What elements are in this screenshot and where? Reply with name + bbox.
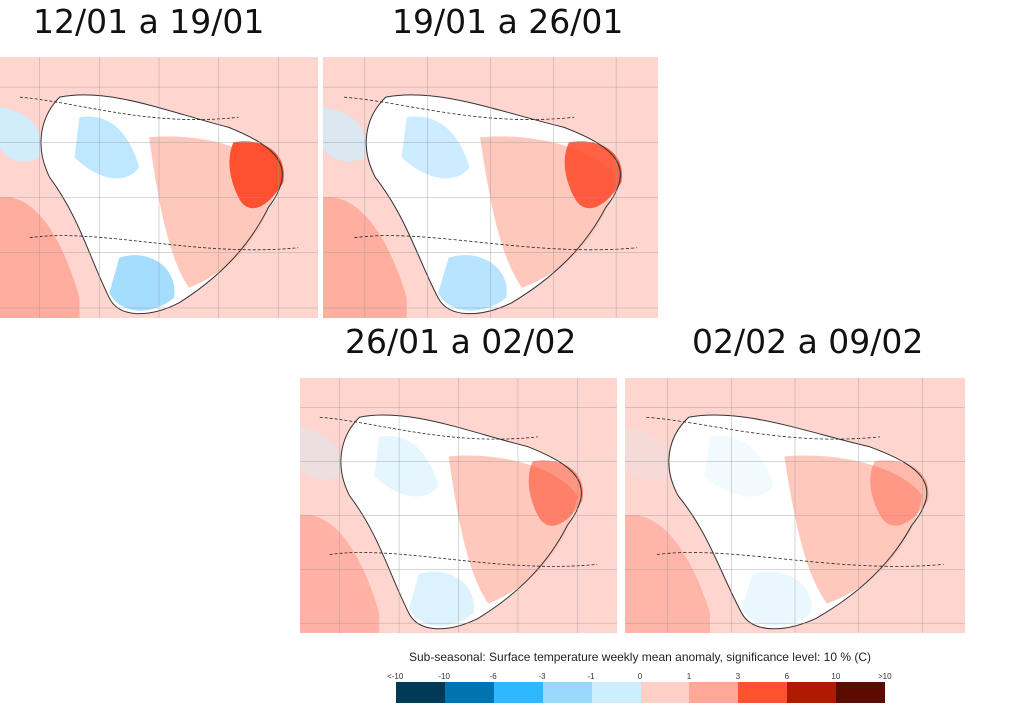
legend-swatch: [493, 682, 543, 703]
legend-swatch: [787, 682, 837, 703]
legend-swatch: [640, 682, 690, 703]
anomaly-map-1: [0, 57, 318, 318]
panel-title-1: 12/01 a 19/01: [33, 2, 265, 41]
legend-tick: >10: [878, 672, 892, 681]
map-graphic: [300, 378, 617, 633]
legend-colorbar: [396, 682, 886, 703]
legend-tick: 6: [784, 672, 790, 681]
legend-title: Sub-seasonal: Surface temperature weekly…: [409, 650, 871, 664]
anomaly-map-2: [323, 57, 658, 318]
legend-tick: -3: [538, 672, 546, 681]
anomaly-map-4: [625, 378, 965, 633]
legend-tick: 0: [637, 672, 643, 681]
anomaly-map-3: [300, 378, 617, 633]
legend-tick: 3: [735, 672, 741, 681]
map-graphic: [323, 57, 658, 318]
panel-title-2: 19/01 a 26/01: [392, 2, 624, 41]
legend-tick: 10: [831, 672, 841, 681]
legend-swatch: [444, 682, 494, 703]
legend-swatch: [396, 682, 445, 703]
legend-swatch: [689, 682, 739, 703]
panel-title-3: 26/01 a 02/02: [345, 322, 577, 361]
legend-tick: 1: [686, 672, 692, 681]
legend-tick: -6: [489, 672, 497, 681]
legend-swatch: [542, 682, 592, 703]
legend-ticks: <-10 -10 -6 -3 -1 0 1 3 6 10 >10: [385, 672, 895, 684]
legend-swatch: [836, 682, 886, 703]
legend-swatch: [591, 682, 641, 703]
panel-title-4: 02/02 a 09/02: [692, 322, 924, 361]
legend-tick: <-10: [387, 672, 404, 681]
map-graphic: [625, 378, 965, 633]
legend-tick: -1: [587, 672, 595, 681]
map-graphic: [0, 57, 318, 318]
legend-tick: -10: [438, 672, 450, 681]
legend-swatch: [738, 682, 788, 703]
